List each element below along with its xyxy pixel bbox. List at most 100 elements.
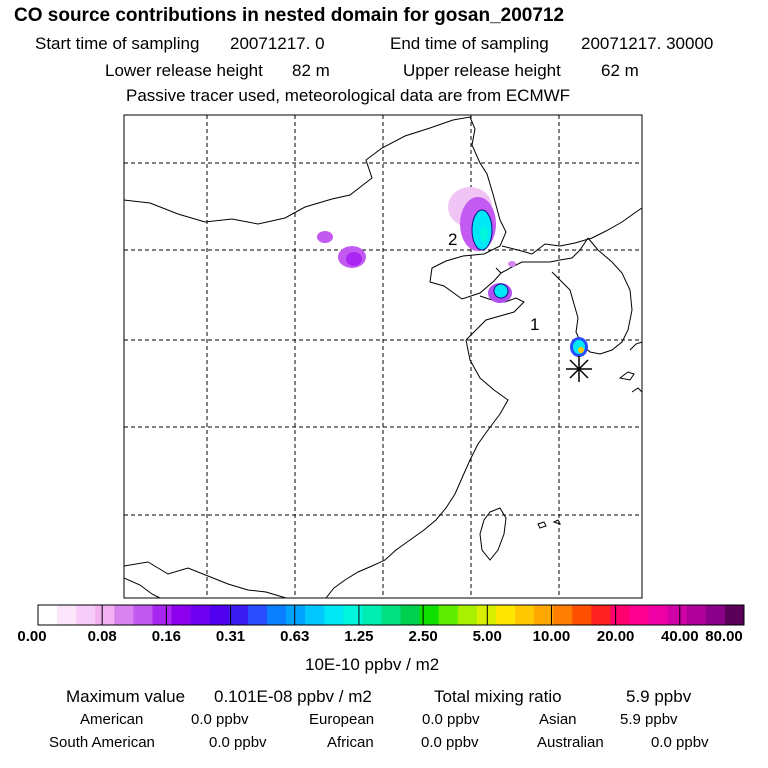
legend-swatch — [114, 605, 134, 625]
figure-title: CO source contributions in nested domain… — [14, 5, 565, 26]
total-mixing-value: 5.9 ppbv — [626, 687, 692, 706]
legend-swatch — [610, 605, 631, 625]
legend-swatch — [495, 605, 516, 625]
legend-swatch — [381, 605, 402, 625]
start-time-label: Start time of sampling — [35, 34, 200, 53]
region-value: 5.9 ppbv — [620, 711, 678, 728]
taiwan-coast — [479, 507, 507, 561]
plume-west-a — [317, 231, 333, 243]
legend-swatch — [324, 605, 344, 625]
legend-swatch — [57, 605, 77, 625]
island-coast — [537, 521, 547, 529]
coast-line — [325, 339, 509, 599]
legend-swatch — [133, 605, 153, 625]
legend-tick-label: 80.00 — [705, 628, 743, 645]
plume-1-core — [578, 347, 584, 353]
legend-swatches — [38, 605, 745, 625]
legend-swatch — [305, 605, 325, 625]
legend-swatch — [228, 605, 249, 625]
total-mixing-label: Total mixing ratio — [434, 687, 562, 706]
region-name: Asian — [539, 711, 577, 728]
coast-line — [629, 341, 643, 351]
max-value-label: Maximum value — [66, 687, 186, 706]
legend-swatch — [419, 605, 440, 625]
region-name: Australian — [537, 734, 604, 751]
map-gridlines — [124, 115, 642, 598]
end-time-value: 20071217. 30000 — [581, 34, 714, 53]
lower-release-value: 82 m — [292, 61, 330, 80]
legend-swatch — [286, 605, 306, 625]
legend-tick-label: 2.50 — [408, 628, 438, 645]
legend-tick-label: 10.00 — [532, 628, 571, 645]
region-value: 0.0 ppbv — [422, 711, 480, 728]
legend-swatch — [171, 605, 192, 625]
coast-line — [429, 219, 507, 300]
coast-line — [551, 237, 633, 355]
plume-west-b-core — [346, 252, 362, 266]
plume-small — [508, 261, 516, 267]
legend-swatch — [343, 605, 363, 625]
border-line — [123, 116, 501, 225]
legend-swatch — [648, 605, 669, 625]
region-value: 0.0 ppbv — [191, 711, 249, 728]
max-value: 0.101E-08 ppbv / m2 — [214, 687, 372, 706]
legend-swatch — [515, 605, 535, 625]
region-name: European — [309, 711, 375, 728]
border-line — [501, 207, 643, 255]
legend-tick-label: 0.63 — [280, 628, 310, 645]
legend-unit: 10E-10 ppbv / m2 — [305, 655, 440, 674]
legend-swatch — [457, 605, 478, 625]
legend-swatch — [400, 605, 421, 625]
cluster-label-1: 1 — [530, 315, 539, 334]
legend-swatch — [591, 605, 611, 625]
legend-tick-label: 0.31 — [215, 628, 246, 645]
legend-frame — [37, 604, 745, 626]
legend-tick-label: 0.16 — [151, 628, 181, 645]
tracer-note: Passive tracer used, meteorological data… — [126, 86, 571, 105]
legend-swatch — [534, 605, 554, 625]
region-value: 0.0 ppbv — [651, 734, 709, 751]
legend-tick-label: 0.00 — [17, 628, 47, 645]
coast-line — [631, 387, 643, 393]
border-line — [123, 577, 161, 599]
upper-release-label: Upper release height — [403, 61, 561, 80]
legend-swatch — [553, 605, 573, 625]
upper-release-value: 62 m — [601, 61, 639, 80]
tracer-plumes — [317, 187, 588, 357]
legend-tick-label: 1.25 — [344, 628, 374, 645]
legend-swatch — [362, 605, 382, 625]
island-coast — [618, 371, 635, 381]
asterisk-icon — [566, 356, 592, 382]
legend-swatch — [190, 605, 211, 625]
plume-2-peak — [480, 226, 488, 242]
legend-swatch — [247, 605, 268, 625]
legend-swatch — [476, 605, 497, 625]
legend-swatch — [667, 605, 688, 625]
legend-swatch — [705, 605, 726, 625]
legend-swatch — [629, 605, 650, 625]
start-time-value: 20071217. 0 — [230, 34, 325, 53]
legend-swatch — [572, 605, 592, 625]
plume-shandong-core — [493, 283, 509, 299]
legend-swatch — [152, 605, 173, 625]
legend-swatch — [686, 605, 707, 625]
legend-swatch — [76, 605, 96, 625]
legend-swatch — [38, 605, 58, 625]
legend-tick-label: 40.00 — [661, 628, 699, 645]
region-name: South American — [49, 734, 155, 751]
region-name: African — [327, 734, 374, 751]
legend-swatch — [209, 605, 230, 625]
region-name: American — [80, 711, 144, 728]
region-value: 0.0 ppbv — [209, 734, 267, 751]
border-line — [123, 561, 287, 599]
legend-tick-label: 5.00 — [472, 628, 502, 645]
region-value: 0.0 ppbv — [421, 734, 479, 751]
legend-swatch — [724, 605, 745, 625]
cluster-label-2: 2 — [448, 230, 457, 249]
legend-swatch — [266, 605, 287, 625]
lower-release-label: Lower release height — [105, 61, 263, 80]
legend-swatch — [95, 605, 115, 625]
end-time-label: End time of sampling — [390, 34, 549, 53]
